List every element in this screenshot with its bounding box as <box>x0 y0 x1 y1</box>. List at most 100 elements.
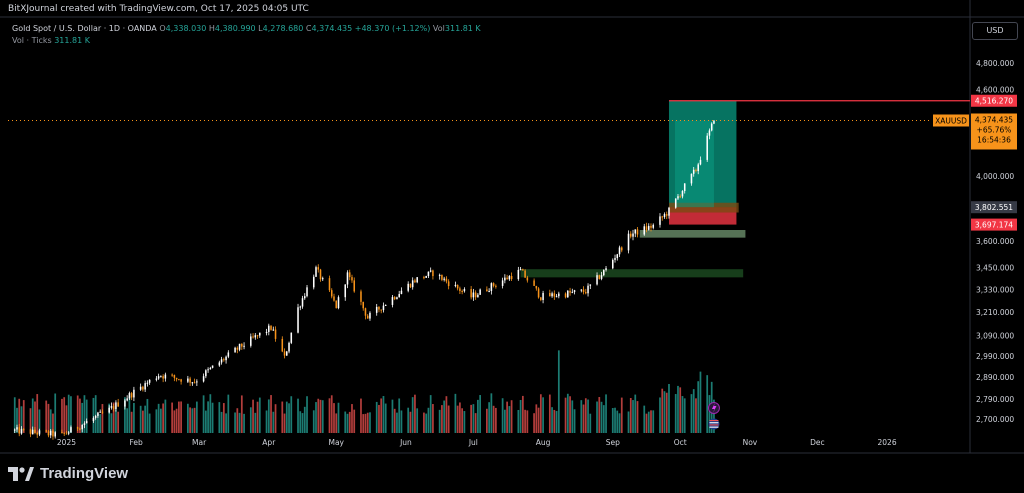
volume-bar <box>501 398 504 433</box>
volume-bar <box>81 402 84 433</box>
candle-body <box>124 400 126 407</box>
candle-body <box>661 216 664 218</box>
candle-body <box>250 336 252 346</box>
candle-body <box>551 293 553 297</box>
volume-bar <box>65 405 68 433</box>
volume-bar <box>555 410 558 433</box>
candle-body <box>236 347 239 350</box>
high-label: H <box>208 24 215 33</box>
symbol-tag[interactable] <box>933 114 969 127</box>
volume-bar <box>627 411 630 433</box>
candle-body <box>13 429 16 431</box>
volume-bar <box>18 398 21 433</box>
candle-body <box>319 269 322 280</box>
volume-bar <box>366 412 369 433</box>
volume-bar <box>128 396 131 433</box>
volume-bar <box>249 407 252 433</box>
x-tick-label: Mar <box>192 438 207 447</box>
candle-body <box>241 343 243 347</box>
volume-bar <box>454 393 457 433</box>
candle-body <box>139 386 142 390</box>
volume-bar <box>429 395 432 433</box>
take-profit-zone[interactable] <box>668 100 737 208</box>
currency-button[interactable]: USD <box>972 22 1018 40</box>
support-zone-light[interactable] <box>639 229 746 238</box>
volume-bar <box>508 406 511 433</box>
candle-body <box>148 379 151 383</box>
candle-body <box>364 308 367 316</box>
volume-indicator-label[interactable]: Vol · Ticks <box>12 36 52 45</box>
x-tick-label: Apr <box>262 438 276 447</box>
volume-bar <box>652 410 655 433</box>
candle-body <box>629 233 632 237</box>
volume-bar <box>315 402 317 433</box>
volume-bar <box>495 407 497 433</box>
candle-body <box>423 277 425 279</box>
volume-bar <box>225 413 227 433</box>
volume-bar <box>45 400 48 433</box>
y-tick-label: 3,090.000 <box>976 332 1014 341</box>
candle-body <box>175 377 178 380</box>
tradingview-brand[interactable]: TradingView <box>8 463 128 483</box>
volume-bar <box>396 412 398 433</box>
tradingview-logo-icon <box>8 467 34 481</box>
support-zone-orange[interactable] <box>668 202 739 213</box>
candle-body <box>396 297 398 300</box>
volume-bar <box>391 399 394 433</box>
volume-bar <box>611 408 614 433</box>
volume-bar <box>580 400 583 433</box>
volume-bar <box>432 404 434 433</box>
x-tick-label: Aug <box>536 438 551 447</box>
candle-body <box>598 275 601 279</box>
volume-bar <box>557 350 560 433</box>
candle-body <box>668 207 670 216</box>
candle-body <box>409 283 412 288</box>
symbol-name[interactable]: Gold Spot / U.S. Dollar · 1D · OANDA <box>12 24 157 33</box>
candle-body <box>713 120 715 124</box>
x-tick-label: 2026 <box>878 438 897 447</box>
low-value: 4,278.680 <box>262 24 304 33</box>
candle-body <box>202 376 205 382</box>
volume-bar <box>668 383 670 433</box>
volume-bar <box>346 413 349 433</box>
volume-bar <box>97 413 99 433</box>
candle-body <box>463 289 466 292</box>
candle-body <box>447 281 450 287</box>
candle-body <box>36 432 39 435</box>
volume-bar <box>101 404 104 433</box>
candle-body <box>504 277 506 281</box>
candle-body <box>391 297 394 305</box>
candle-body <box>115 402 117 410</box>
candle-body <box>564 293 567 298</box>
volume-bar <box>222 403 225 433</box>
volume-bar <box>274 404 277 433</box>
candle-body <box>567 290 569 298</box>
candle-body <box>488 290 490 292</box>
volume-bar <box>463 411 466 433</box>
volume-bar <box>362 414 365 433</box>
open-value: 4,338.030 <box>165 24 207 33</box>
volume-bar <box>157 403 160 433</box>
volume-bar <box>112 402 115 433</box>
candle-body <box>252 336 254 338</box>
candle-body <box>508 276 511 280</box>
candle-body <box>155 378 158 380</box>
candle-body <box>92 417 95 422</box>
volume-bar <box>312 410 315 433</box>
candle-body <box>348 272 351 278</box>
volume-bar <box>13 397 16 433</box>
candle-body <box>618 247 621 255</box>
candle-body <box>697 164 699 172</box>
x-tick-label: Jun <box>399 438 412 447</box>
candle-body <box>193 382 196 384</box>
candle-body <box>659 216 661 225</box>
y-tick-label: 4,800.000 <box>976 59 1014 68</box>
volume-bar <box>409 411 412 433</box>
volume-bar <box>317 398 320 433</box>
volume-bar <box>517 409 520 433</box>
volume-bar <box>677 385 679 433</box>
target-badge-label: 4,516.270 <box>975 97 1013 106</box>
countdown-label: 16:54:36 <box>977 135 1011 144</box>
support-zone-dark[interactable] <box>520 269 744 278</box>
